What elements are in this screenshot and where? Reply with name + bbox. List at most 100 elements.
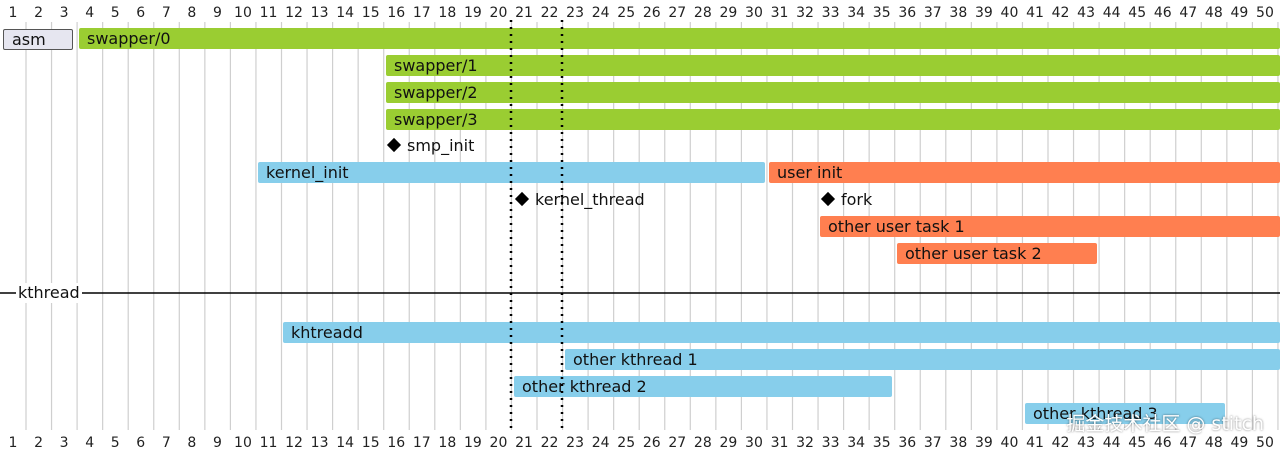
tick-label-top: 15	[362, 5, 380, 21]
tick-label-bottom: 40	[1001, 435, 1019, 450]
tick-label-bottom: 39	[975, 435, 993, 450]
tick-label-top: 25	[617, 5, 635, 21]
tick-label-bottom: 16	[387, 435, 405, 450]
tick-label-bottom: 11	[260, 435, 278, 450]
tick-label-top: 26	[643, 5, 661, 21]
tick-label-bottom: 7	[162, 435, 171, 450]
tick-label-bottom: 1	[9, 435, 18, 450]
tick-label-top: 27	[668, 5, 686, 21]
tick-label-bottom: 9	[213, 435, 222, 450]
tick-label-top: 38	[949, 5, 967, 21]
tick-label-top: 8	[187, 5, 196, 21]
tick-label-top: 7	[162, 5, 171, 21]
tick-label-bottom: 38	[949, 435, 967, 450]
tick-label-top: 31	[771, 5, 789, 21]
bar-swapper-1: swapper/1	[386, 55, 1280, 76]
tick-label-bottom: 35	[873, 435, 891, 450]
tick-label-top: 29	[719, 5, 737, 21]
tick-label-top: 30	[745, 5, 763, 21]
bar-swapper-0: swapper/0	[79, 28, 1280, 49]
tick-label-bottom: 42	[1052, 435, 1070, 450]
bar-swapper-2: swapper/2	[386, 82, 1280, 103]
tick-label-top: 11	[260, 5, 278, 21]
tick-label-bottom: 25	[617, 435, 635, 450]
bar-other-user-task-2: other user task 2	[897, 243, 1097, 264]
tick-label-bottom: 27	[668, 435, 686, 450]
marker-smp-init-label: smp_init	[407, 136, 475, 155]
tick-label-top: 22	[541, 5, 559, 21]
bar-user-init: user init	[769, 162, 1280, 183]
tick-label-bottom: 2	[34, 435, 43, 450]
tick-label-bottom: 14	[336, 435, 354, 450]
tick-label-top: 36	[898, 5, 916, 21]
tick-label-top: 37	[924, 5, 942, 21]
tick-label-bottom: 8	[187, 435, 196, 450]
bar-kernel-init: kernel_init	[258, 162, 765, 183]
tick-label-bottom: 6	[136, 435, 145, 450]
marker-kernel-thread: kernel_thread	[514, 190, 645, 210]
tick-label-bottom: 31	[771, 435, 789, 450]
tick-label-bottom: 10	[234, 435, 252, 450]
tick-label-top: 39	[975, 5, 993, 21]
tick-label-bottom: 33	[822, 435, 840, 450]
bar-other-kthread-1: other kthread 1	[565, 349, 1280, 370]
marker-fork: fork	[820, 190, 873, 210]
tick-label-bottom: 3	[60, 435, 69, 450]
tick-label-top: 40	[1001, 5, 1019, 21]
tick-label-top: 47	[1179, 5, 1197, 21]
tick-label-top: 3	[60, 5, 69, 21]
bar-asm: asm	[3, 29, 73, 50]
tick-label-top: 28	[694, 5, 712, 21]
marker-smp-init: smp_init	[386, 136, 475, 156]
bar-kthreadd: khtreadd	[283, 322, 1280, 343]
tick-label-top: 19	[464, 5, 482, 21]
tick-label-bottom: 17	[413, 435, 431, 450]
tick-label-top: 32	[796, 5, 814, 21]
tick-label-top: 49	[1230, 5, 1248, 21]
tick-label-bottom: 48	[1205, 435, 1223, 450]
tick-label-top: 35	[873, 5, 891, 21]
watermark: 掘金技术社区 @ stitch	[1066, 413, 1264, 435]
tick-label-top: 21	[515, 5, 533, 21]
tick-label-bottom: 20	[490, 435, 508, 450]
tick-label-top: 18	[438, 5, 456, 21]
tick-label-bottom: 37	[924, 435, 942, 450]
tick-label-bottom: 47	[1179, 435, 1197, 450]
tick-label-bottom: 36	[898, 435, 916, 450]
tick-label-bottom: 49	[1230, 435, 1248, 450]
tick-label-top: 50	[1256, 5, 1274, 21]
tick-label-bottom: 43	[1077, 435, 1095, 450]
tick-label-top: 48	[1205, 5, 1223, 21]
bar-swapper-3: swapper/3	[386, 109, 1280, 130]
tick-label-bottom: 34	[847, 435, 865, 450]
tick-label-bottom: 28	[694, 435, 712, 450]
tick-label-bottom: 15	[362, 435, 380, 450]
tick-label-bottom: 18	[438, 435, 456, 450]
diamond-icon	[386, 137, 402, 153]
tick-label-top: 41	[1026, 5, 1044, 21]
tick-label-bottom: 46	[1154, 435, 1172, 450]
tick-label-top: 42	[1052, 5, 1070, 21]
tick-label-top: 12	[285, 5, 303, 21]
tick-label-top: 14	[336, 5, 354, 21]
tick-label-bottom: 44	[1103, 435, 1121, 450]
tick-label-top: 16	[387, 5, 405, 21]
tick-label-top: 13	[311, 5, 329, 21]
tick-label-bottom: 21	[515, 435, 533, 450]
tick-label-top: 45	[1128, 5, 1146, 21]
tick-label-top: 17	[413, 5, 431, 21]
tick-label-bottom: 13	[311, 435, 329, 450]
tick-label-top: 5	[111, 5, 120, 21]
marker-fork-label: fork	[841, 190, 873, 209]
tick-label-bottom: 24	[592, 435, 610, 450]
tick-label-top: 43	[1077, 5, 1095, 21]
tick-label-bottom: 50	[1256, 435, 1274, 450]
tick-label-bottom: 23	[566, 435, 584, 450]
marker-kernel-thread-label: kernel_thread	[535, 190, 645, 209]
tick-label-top: 6	[136, 5, 145, 21]
tick-label-top: 4	[85, 5, 94, 21]
bar-other-kthread-3: other kthread 3	[1025, 403, 1225, 424]
tick-label-top: 24	[592, 5, 610, 21]
tick-label-top: 1	[9, 5, 18, 21]
tick-label-top: 44	[1103, 5, 1121, 21]
